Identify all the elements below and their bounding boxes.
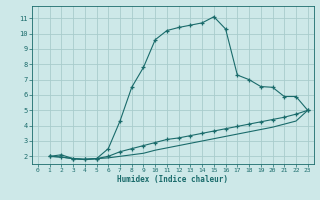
X-axis label: Humidex (Indice chaleur): Humidex (Indice chaleur) [117, 175, 228, 184]
